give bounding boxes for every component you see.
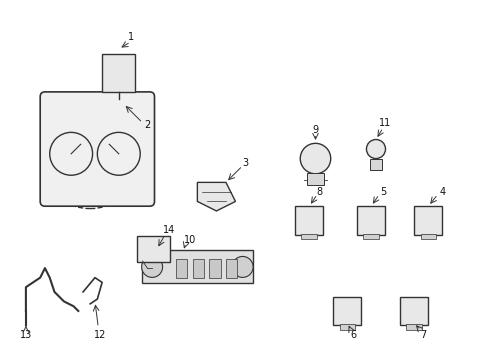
Text: 4: 4	[440, 187, 446, 197]
Bar	[226, 258, 237, 278]
Bar	[307, 173, 324, 185]
Bar	[420, 234, 436, 239]
Ellipse shape	[48, 142, 133, 208]
FancyBboxPatch shape	[137, 236, 170, 262]
Circle shape	[300, 143, 331, 174]
Text: 1: 1	[127, 32, 134, 42]
FancyBboxPatch shape	[333, 297, 362, 325]
Text: 9: 9	[313, 125, 318, 135]
Text: 2: 2	[144, 120, 150, 130]
Bar	[209, 258, 220, 278]
Text: 14: 14	[163, 225, 175, 235]
FancyBboxPatch shape	[400, 297, 428, 325]
Circle shape	[367, 140, 386, 158]
FancyBboxPatch shape	[295, 206, 323, 234]
Bar	[340, 324, 355, 330]
Bar	[301, 234, 317, 239]
Circle shape	[232, 256, 253, 278]
Text: 5: 5	[380, 187, 386, 197]
Text: 12: 12	[94, 330, 106, 340]
FancyBboxPatch shape	[40, 92, 154, 206]
Bar	[364, 234, 379, 239]
Circle shape	[142, 256, 163, 278]
FancyBboxPatch shape	[415, 206, 442, 234]
Text: 11: 11	[379, 118, 392, 128]
Bar	[176, 258, 187, 278]
FancyBboxPatch shape	[102, 54, 135, 92]
Text: 3: 3	[242, 158, 248, 168]
Text: 13: 13	[20, 330, 32, 340]
Text: 7: 7	[420, 330, 427, 340]
Bar	[193, 258, 204, 278]
Text: 8: 8	[317, 187, 323, 197]
Text: 10: 10	[184, 234, 196, 244]
Bar	[370, 158, 382, 171]
FancyBboxPatch shape	[357, 206, 385, 234]
FancyBboxPatch shape	[142, 251, 253, 283]
Text: 6: 6	[350, 330, 357, 340]
Bar	[406, 324, 422, 330]
Polygon shape	[197, 183, 236, 211]
